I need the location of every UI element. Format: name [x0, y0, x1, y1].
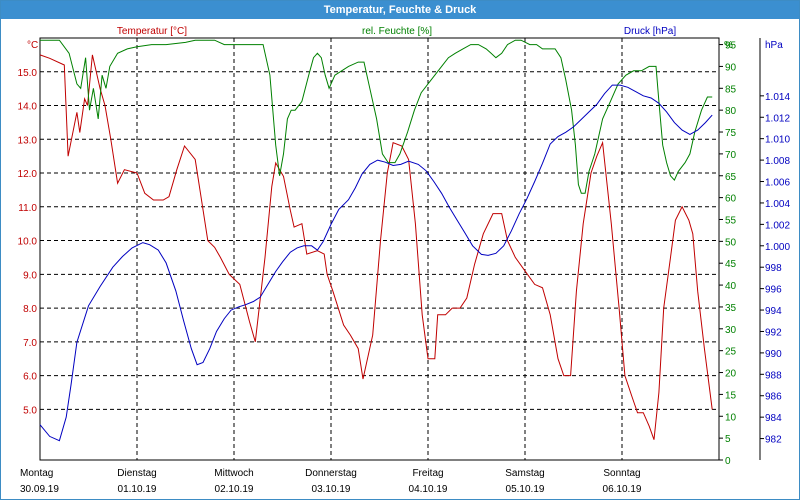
pressure-tick-label: 1.012: [765, 113, 790, 124]
temperature-tick-label: 13.0: [18, 135, 38, 146]
temperature-tick-label: 9.0: [23, 270, 37, 281]
x-day-label: Donnerstag: [305, 468, 357, 479]
humidity-tick-label: 70: [725, 150, 737, 161]
pressure-tick-label: 982: [765, 435, 782, 446]
x-date-label: 05.10.19: [506, 484, 545, 495]
pressure-tick-label: 1.000: [765, 242, 790, 253]
pressure-tick-label: 1.010: [765, 135, 790, 146]
x-date-label: 02.10.19: [215, 484, 254, 495]
pressure-tick-label: 994: [765, 306, 782, 317]
temperature-tick-label: 10.0: [18, 237, 38, 248]
humidity-tick-label: 15: [725, 390, 737, 401]
humidity-tick-label: 75: [725, 128, 737, 139]
pressure-tick-label: 1.008: [765, 156, 790, 167]
humidity-axis-title: rel. Feuchte [%]: [362, 26, 432, 37]
window-title: Temperatur, Feuchte & Druck: [1, 1, 799, 19]
humidity-tick-label: 0: [725, 456, 731, 467]
pressure-unit-label: hPa: [765, 40, 783, 51]
x-day-label: Freitag: [412, 468, 443, 479]
series-line-humidity: [40, 39, 713, 194]
pressure-tick-label: 1.002: [765, 220, 790, 231]
axis-labels: 5.0 6.0 7.0 8.0 9.0 10.0 11.0 12.0 13.0 14.0 15.0 °…: [18, 26, 791, 495]
series-line-pressure: [39, 84, 713, 442]
pressure-tick-label: 990: [765, 349, 782, 360]
temperature-tick-label: 5.0: [23, 405, 37, 416]
axes: [719, 38, 764, 461]
temperature-tick-label: 15.0: [18, 68, 38, 79]
humidity-tick-label: 40: [725, 281, 737, 292]
humidity-tick-label: 50: [725, 237, 737, 248]
plot-frame: [39, 37, 720, 461]
humidity-tick-label: 55: [725, 215, 737, 226]
pressure-tick-label: 984: [765, 413, 782, 424]
pressure-tick-label: 986: [765, 392, 782, 403]
humidity-tick-label: 30: [725, 325, 737, 336]
x-date-label: 06.10.19: [603, 484, 642, 495]
pressure-tick-label: 996: [765, 285, 782, 296]
temperature-tick-label: 7.0: [23, 338, 37, 349]
humidity-unit-label: %: [724, 40, 733, 51]
pressure-tick-label: 1.014: [765, 92, 790, 103]
pressure-tick-label: 988: [765, 370, 782, 381]
x-day-label: Montag: [20, 468, 53, 479]
pressure-axis-title: Druck [hPa]: [624, 26, 676, 37]
humidity-tick-label: 65: [725, 172, 737, 183]
x-date-label: 03.10.19: [312, 484, 351, 495]
series-line-temperature: [39, 54, 713, 440]
x-date-label: 01.10.19: [118, 484, 157, 495]
x-day-label: Samstag: [505, 468, 544, 479]
humidity-tick-label: 20: [725, 369, 737, 380]
temperature-tick-label: 11.0: [18, 203, 37, 214]
humidity-tick-label: 45: [725, 259, 737, 270]
temperature-unit-label: °C: [27, 40, 38, 51]
humidity-tick-label: 90: [725, 62, 737, 73]
pressure-tick-label: 1.004: [765, 199, 790, 210]
temperature-tick-label: 12.0: [18, 169, 38, 180]
x-day-label: Mittwoch: [214, 468, 253, 479]
humidity-tick-label: 35: [725, 303, 737, 314]
humidity-tick-label: 5: [725, 434, 731, 445]
humidity-tick-label: 25: [725, 347, 737, 358]
temperature-tick-label: 14.0: [18, 102, 38, 113]
x-day-label: Dienstag: [117, 468, 156, 479]
x-date-label: 30.09.19: [20, 484, 59, 495]
humidity-tick-label: 85: [725, 84, 737, 95]
pressure-tick-label: 998: [765, 263, 782, 274]
pressure-tick-label: 992: [765, 327, 782, 338]
humidity-tick-label: 10: [725, 412, 737, 423]
temperature-tick-label: 6.0: [23, 372, 37, 383]
humidity-tick-label: 80: [725, 106, 737, 117]
pressure-tick-label: 1.006: [765, 178, 790, 189]
temperature-tick-label: 8.0: [23, 304, 37, 315]
humidity-tick-label: 95: [725, 41, 737, 52]
temperature-axis-title: Temperatur [°C]: [117, 26, 187, 37]
x-date-label: 04.10.19: [409, 484, 448, 495]
humidity-tick-label: 60: [725, 194, 737, 205]
x-day-label: Sonntag: [603, 468, 640, 479]
series-lines: [39, 39, 713, 442]
